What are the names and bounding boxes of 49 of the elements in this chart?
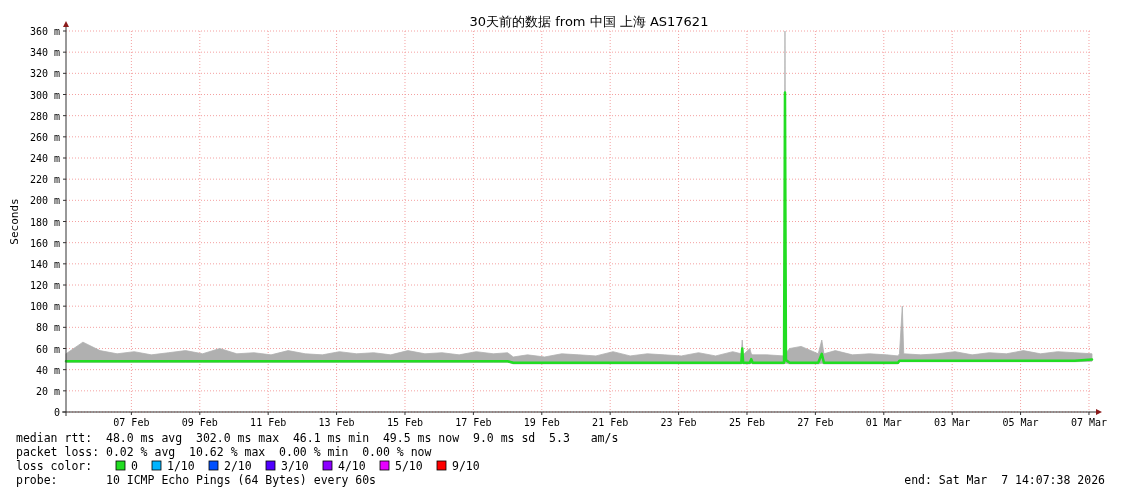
text: packet loss: 0.02 % avg 10.62 % max 0.00 % min 0.00 % now xyxy=(16,445,432,459)
y-tick-label: 120 m xyxy=(29,280,60,291)
legend-label: 4/10 xyxy=(338,459,366,473)
y-tick-label: 260 m xyxy=(29,131,60,143)
x-tick-label: 07 Feb xyxy=(113,417,150,428)
x-tick-label: 01 Mar xyxy=(865,417,902,428)
legend-label: 0 xyxy=(131,459,138,473)
y-tick-label: 40 m xyxy=(35,364,60,376)
legend-label: 5/10 xyxy=(395,459,423,473)
text: median rtt: 48.0 ms avg 302.0 ms max 46.1 ms min 49.5 ms now 9.0 ms sd 5.3 am/s xyxy=(16,431,619,445)
x-tick-label: 19 Feb xyxy=(523,417,560,428)
legend-title: loss color: xyxy=(16,459,93,473)
y-tick-label: 360 m xyxy=(29,26,60,37)
line-series xyxy=(64,91,1094,365)
y-tick-label: 280 m xyxy=(29,110,60,122)
x-tick-label: 15 Feb xyxy=(386,417,424,428)
y-tick-label: 180 m xyxy=(29,216,60,228)
x-tick-label: 11 Feb xyxy=(250,417,287,428)
y-tick-label: 320 m xyxy=(29,68,60,80)
x-tick-label: 03 Mar xyxy=(934,417,971,428)
x-tick-label: 05 Mar xyxy=(1002,417,1039,428)
x-tick-label: 13 Feb xyxy=(318,417,355,428)
x-tick-label: 21 Feb xyxy=(592,417,629,428)
legend-label: 3/10 xyxy=(281,459,309,473)
y-tick-label: 140 m xyxy=(29,258,60,270)
text: probe: 10 ICMP Echo Pings (64 Bytes) every 60s xyxy=(16,473,377,487)
x-tick-label: 17 Feb xyxy=(455,417,492,428)
y-tick-label: 100 m xyxy=(29,301,60,313)
y-tick-label: 340 m xyxy=(29,47,60,59)
x-tick-label: 23 Feb xyxy=(660,417,697,428)
y-tick-label: 20 m xyxy=(35,385,60,397)
x-tick-label: 07 Mar xyxy=(1070,417,1108,428)
y-tick-label: 240 m xyxy=(29,153,60,164)
y-tick-label: 160 m xyxy=(29,237,60,249)
x-tick-label: 27 Feb xyxy=(797,417,834,428)
y-tick-label: 200 m xyxy=(29,195,60,207)
y-tick-label: 220 m xyxy=(29,174,60,186)
x-tick-label: 09 Feb xyxy=(181,417,218,428)
legend-label: 1/10 xyxy=(167,459,195,473)
y-tick-label: 60 m xyxy=(35,343,60,355)
x-tick-label: 25 Feb xyxy=(728,417,766,428)
y-tick-label: 0 xyxy=(53,407,60,418)
text: end: Sat Mar 7 14:07:38 2026 xyxy=(904,473,1106,487)
chart-title: 30天前的数据 from 中国 上海 AS17621 xyxy=(469,14,709,29)
legend-label: 2/10 xyxy=(224,459,252,473)
y-axis-title: Seconds xyxy=(8,198,21,245)
legend-label: 9/10 xyxy=(452,459,480,473)
y-tick-label: 80 m xyxy=(35,322,60,334)
y-tick-label: 300 m xyxy=(29,89,60,101)
